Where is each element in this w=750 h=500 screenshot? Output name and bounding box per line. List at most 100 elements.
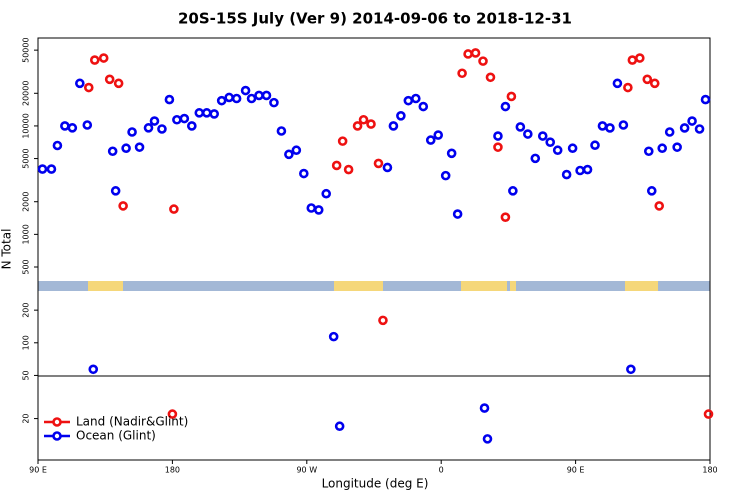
point bbox=[530, 153, 541, 164]
point bbox=[82, 120, 93, 130]
point bbox=[612, 78, 623, 89]
point bbox=[626, 364, 636, 375]
point bbox=[561, 169, 572, 180]
x-tick-label: 180 bbox=[702, 466, 717, 475]
point bbox=[37, 164, 48, 174]
point bbox=[672, 142, 682, 152]
point bbox=[508, 186, 518, 196]
point bbox=[194, 108, 205, 118]
point bbox=[334, 421, 345, 432]
point bbox=[627, 55, 638, 65]
point bbox=[98, 53, 109, 63]
point bbox=[457, 68, 467, 79]
point bbox=[321, 188, 332, 199]
point bbox=[605, 123, 615, 133]
point bbox=[164, 94, 175, 105]
x-tick-label: 90 W bbox=[296, 466, 317, 475]
point bbox=[52, 140, 63, 151]
x-tick-label: 90 E bbox=[29, 466, 47, 475]
point bbox=[169, 204, 179, 214]
point bbox=[291, 145, 302, 156]
point bbox=[493, 142, 503, 152]
point bbox=[500, 101, 511, 112]
point bbox=[478, 56, 488, 66]
point bbox=[306, 203, 317, 213]
point bbox=[463, 49, 473, 59]
y-tick-label: 2000 bbox=[22, 192, 31, 212]
point bbox=[343, 164, 354, 175]
point bbox=[590, 140, 600, 151]
point bbox=[597, 121, 608, 131]
point bbox=[83, 82, 94, 93]
point bbox=[446, 148, 457, 159]
point bbox=[485, 72, 496, 83]
point bbox=[500, 212, 511, 222]
point bbox=[269, 97, 279, 108]
point bbox=[537, 131, 548, 141]
point bbox=[643, 146, 654, 157]
point bbox=[642, 74, 653, 85]
point bbox=[187, 121, 197, 131]
point bbox=[482, 434, 493, 444]
point bbox=[46, 164, 57, 174]
point bbox=[134, 142, 145, 152]
point bbox=[261, 90, 272, 101]
y-tick-label: 50 bbox=[22, 370, 31, 380]
point bbox=[575, 165, 585, 176]
point bbox=[452, 209, 463, 219]
y-tick-label: 10000 bbox=[22, 113, 31, 138]
legend-marker bbox=[52, 431, 62, 441]
point bbox=[299, 168, 309, 179]
x-tick-label: 0 bbox=[439, 466, 444, 475]
point bbox=[388, 121, 399, 131]
point bbox=[331, 160, 342, 171]
point bbox=[418, 101, 429, 112]
point bbox=[635, 53, 645, 63]
point bbox=[337, 136, 348, 146]
point bbox=[75, 78, 85, 89]
point bbox=[121, 143, 131, 154]
point bbox=[646, 186, 657, 196]
point bbox=[523, 129, 533, 139]
point bbox=[396, 110, 406, 121]
point bbox=[694, 124, 705, 134]
point bbox=[224, 92, 234, 103]
point bbox=[664, 127, 675, 137]
point bbox=[284, 149, 294, 160]
point bbox=[201, 108, 212, 118]
y-tick-label: 5000 bbox=[22, 148, 31, 168]
legend-label: Land (Nadir&Glint) bbox=[76, 415, 188, 429]
x-tick-label: 90 E bbox=[567, 466, 585, 475]
point bbox=[679, 123, 690, 133]
x-tick-label: 180 bbox=[165, 466, 180, 475]
series bbox=[83, 48, 714, 419]
point bbox=[216, 95, 227, 106]
point bbox=[231, 93, 242, 104]
point bbox=[703, 409, 714, 419]
point bbox=[157, 124, 167, 134]
chart-title: 20S-15S July (Ver 9) 2014-09-06 to 2018-… bbox=[178, 10, 572, 28]
point bbox=[433, 130, 444, 140]
point bbox=[179, 113, 190, 124]
point bbox=[276, 126, 287, 136]
point bbox=[60, 121, 70, 131]
y-tick-label: 500 bbox=[22, 259, 31, 274]
point bbox=[425, 135, 436, 145]
y-tick-label: 1000 bbox=[22, 224, 31, 244]
y-tick-label: 20 bbox=[22, 413, 31, 423]
point bbox=[240, 85, 251, 96]
point bbox=[107, 146, 118, 157]
point bbox=[403, 95, 414, 106]
point bbox=[657, 143, 668, 154]
point bbox=[649, 78, 660, 89]
point bbox=[313, 205, 324, 215]
point bbox=[143, 123, 154, 133]
point bbox=[358, 114, 369, 125]
point bbox=[127, 127, 137, 137]
point bbox=[88, 364, 99, 375]
point bbox=[209, 109, 220, 119]
point bbox=[149, 116, 160, 126]
point bbox=[545, 137, 556, 147]
series bbox=[37, 78, 711, 444]
